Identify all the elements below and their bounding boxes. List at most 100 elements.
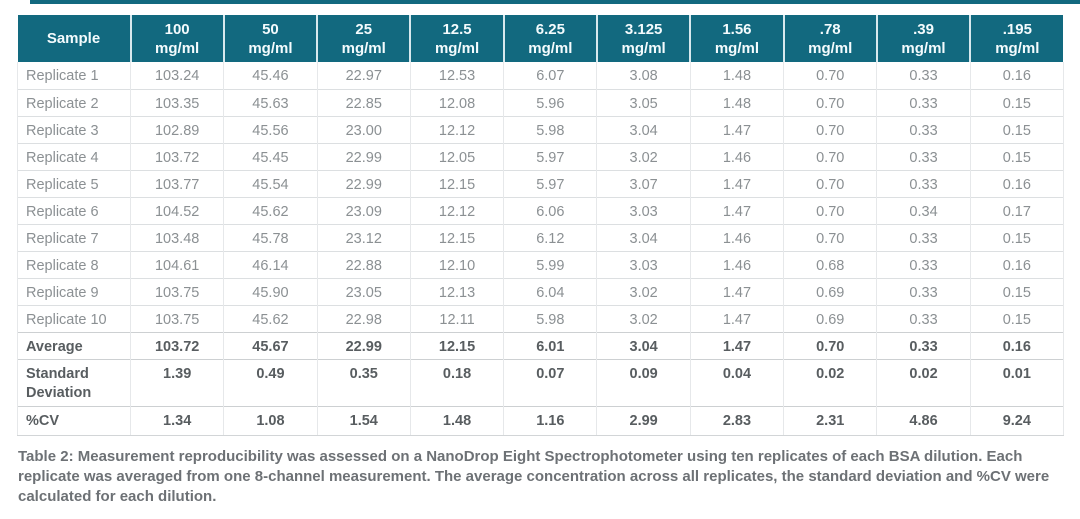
data-cell: 22.85 bbox=[317, 88, 411, 116]
data-cell: 22.88 bbox=[317, 250, 411, 278]
data-cell: 12.08 bbox=[410, 88, 505, 116]
table-row: Replicate 8 104.61 46.14 22.88 12.10 5.99 3.03… bbox=[17, 250, 1064, 278]
data-cell: 0.15 bbox=[970, 88, 1064, 116]
data-cell: 45.56 bbox=[223, 115, 318, 143]
data-cell: 3.04 bbox=[596, 223, 691, 251]
data-cell: 0.70 bbox=[783, 169, 878, 197]
data-cell: 12.13 bbox=[410, 277, 505, 305]
column-header-unit: mg/ml bbox=[714, 39, 760, 57]
data-cell: 6.07 bbox=[503, 62, 598, 89]
data-cell: 0.33 bbox=[876, 250, 971, 278]
data-cell: 23.00 bbox=[317, 115, 411, 143]
data-cell: 0.33 bbox=[876, 223, 971, 251]
data-cell: 0.07 bbox=[503, 358, 598, 406]
column-header-concentration: 6.25 mg/ml bbox=[503, 15, 598, 62]
data-cell: 3.08 bbox=[596, 62, 691, 89]
data-cell: 1.54 bbox=[317, 405, 411, 436]
table-row: Replicate 9 103.75 45.90 23.05 12.13 6.04 3.02… bbox=[17, 277, 1064, 305]
data-cell: 0.70 bbox=[783, 196, 878, 224]
data-cell: 0.15 bbox=[970, 277, 1064, 305]
data-cell: 0.16 bbox=[970, 331, 1064, 359]
column-header-concentration: 3.125 mg/ml bbox=[596, 15, 692, 62]
data-cell: 3.07 bbox=[596, 169, 691, 197]
data-cell: 0.02 bbox=[783, 358, 878, 406]
column-header-unit: mg/ml bbox=[621, 39, 666, 57]
column-header-value: 6.25 bbox=[535, 20, 565, 38]
data-cell: 0.33 bbox=[876, 277, 971, 305]
data-cell: 0.70 bbox=[783, 88, 878, 116]
data-cell: 103.24 bbox=[130, 62, 225, 89]
table-row: Replicate 7 103.48 45.78 23.12 12.15 6.12 3.04… bbox=[17, 223, 1064, 251]
row-label: Replicate 8 bbox=[17, 250, 131, 278]
row-label: Replicate 3 bbox=[17, 115, 131, 143]
row-label: %CV bbox=[17, 405, 131, 436]
data-cell: 0.70 bbox=[783, 331, 878, 359]
data-cell: 0.35 bbox=[317, 358, 411, 406]
measurement-table: Sample 100 mg/ml 50 mg/ml 25 mg/ml 12.5 mg/ml 6.2… bbox=[17, 15, 1064, 436]
data-cell: 0.33 bbox=[876, 88, 971, 116]
data-cell: 22.98 bbox=[317, 304, 411, 332]
data-cell: 0.33 bbox=[876, 62, 971, 89]
data-cell: 5.98 bbox=[503, 115, 598, 143]
column-header-concentration: .195 mg/ml bbox=[970, 15, 1064, 62]
column-header-concentration: 25 mg/ml bbox=[317, 15, 412, 62]
table-row: Replicate 10 103.75 45.62 22.98 12.11 5.98 3.0… bbox=[17, 304, 1064, 332]
table-caption: Table 2: Measurement reproducibility was… bbox=[18, 448, 1050, 505]
data-cell: 22.99 bbox=[317, 142, 411, 170]
data-cell: 1.48 bbox=[690, 88, 785, 116]
data-cell: 1.47 bbox=[690, 115, 785, 143]
column-header-concentration: 12.5 mg/ml bbox=[410, 15, 505, 62]
data-cell: 0.34 bbox=[876, 196, 971, 224]
data-cell: 12.15 bbox=[410, 331, 505, 359]
column-header-value: 3.125 bbox=[624, 20, 663, 38]
column-header-concentration: .39 mg/ml bbox=[876, 15, 972, 62]
data-cell: 12.53 bbox=[410, 62, 505, 89]
data-cell: 3.02 bbox=[596, 277, 691, 305]
row-label: Replicate 7 bbox=[17, 223, 131, 251]
column-header-value: 25 bbox=[355, 20, 373, 38]
data-cell: 0.09 bbox=[596, 358, 691, 406]
row-label: Standard Deviation bbox=[17, 358, 131, 406]
column-header-value: 12.5 bbox=[442, 20, 472, 38]
data-cell: 5.97 bbox=[503, 169, 598, 197]
table-row: Replicate 1 103.24 45.46 22.97 12.53 6.07 3.08… bbox=[17, 62, 1064, 89]
data-cell: 0.33 bbox=[876, 304, 971, 332]
data-cell: 45.90 bbox=[223, 277, 318, 305]
data-cell: 12.10 bbox=[410, 250, 505, 278]
data-cell: 0.15 bbox=[970, 142, 1064, 170]
column-header-concentration: 1.56 mg/ml bbox=[690, 15, 785, 62]
column-header-value: .195 bbox=[1002, 20, 1032, 38]
data-cell: 1.08 bbox=[223, 405, 318, 436]
data-cell: 0.70 bbox=[783, 115, 878, 143]
data-cell: 45.62 bbox=[223, 196, 318, 224]
data-cell: 1.47 bbox=[690, 277, 785, 305]
data-cell: 3.04 bbox=[596, 115, 691, 143]
data-cell: 23.05 bbox=[317, 277, 411, 305]
data-cell: 45.78 bbox=[223, 223, 318, 251]
row-label: Replicate 5 bbox=[17, 169, 131, 197]
data-cell: 0.04 bbox=[690, 358, 785, 406]
data-cell: 3.03 bbox=[596, 196, 691, 224]
data-cell: 45.46 bbox=[223, 62, 318, 89]
data-cell: 103.48 bbox=[130, 223, 225, 251]
data-cell: 6.04 bbox=[503, 277, 598, 305]
data-cell: 0.68 bbox=[783, 250, 878, 278]
data-cell: 0.49 bbox=[223, 358, 318, 406]
table-body: Replicate 1 103.24 45.46 22.97 12.53 6.07 3.08… bbox=[17, 62, 1064, 436]
data-cell: 1.46 bbox=[690, 223, 785, 251]
data-cell: 0.17 bbox=[970, 196, 1064, 224]
data-cell: 0.01 bbox=[970, 358, 1064, 406]
data-cell: 6.06 bbox=[503, 196, 598, 224]
data-cell: 1.47 bbox=[690, 196, 785, 224]
table-row: Replicate 3 102.89 45.56 23.00 12.12 5.98 3.04… bbox=[17, 115, 1064, 143]
column-header-value: 100 bbox=[164, 20, 190, 38]
data-cell: 103.72 bbox=[130, 331, 225, 359]
data-cell: 0.70 bbox=[783, 62, 878, 89]
top-accent-bar bbox=[30, 0, 1080, 4]
table-row: Average 103.72 45.67 22.99 12.15 6.01 3.04 1.47… bbox=[17, 331, 1064, 359]
data-cell: 12.05 bbox=[410, 142, 505, 170]
data-cell: 45.63 bbox=[223, 88, 318, 116]
data-cell: 22.99 bbox=[317, 331, 411, 359]
column-header-value: 1.56 bbox=[722, 20, 752, 38]
column-header-unit: mg/ml bbox=[248, 39, 293, 57]
